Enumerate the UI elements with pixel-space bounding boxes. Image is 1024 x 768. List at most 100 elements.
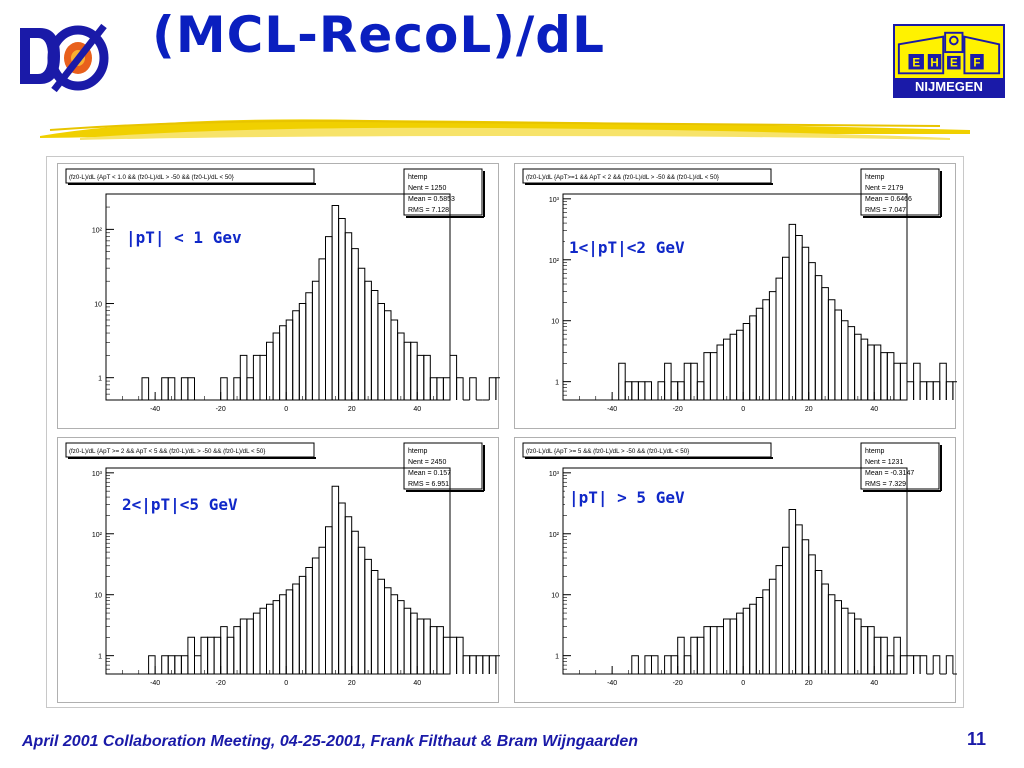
stats-mean: Mean = 0.5853 <box>408 196 455 203</box>
histogram-panel-pt-lt-1: (fz0-L)/dL {ApT < 1.0 && (fz0-L)/dL > -5… <box>57 163 500 429</box>
histogram-bin <box>357 546 366 674</box>
histogram-bin <box>801 246 810 400</box>
histogram-bin <box>370 570 379 674</box>
histogram-bin <box>690 362 698 400</box>
histogram-bin <box>782 256 790 400</box>
histogram-bin <box>880 352 888 400</box>
histogram-bin <box>344 232 353 400</box>
nijmegen-logo: E H E F NIJMEGEN <box>893 24 1005 98</box>
histogram-bin <box>801 539 810 674</box>
plot-frame <box>105 193 451 401</box>
histogram-bin <box>886 352 895 400</box>
y-tick-label: 10³ <box>549 197 560 204</box>
histogram-bin <box>279 594 287 674</box>
histogram-bin <box>899 655 908 674</box>
histogram-bin <box>664 362 672 400</box>
histogram-bin <box>827 594 836 674</box>
histogram-bin <box>677 381 685 400</box>
x-tick-label: 20 <box>805 406 813 413</box>
histogram-bin <box>325 236 333 400</box>
y-tick-label: 10 <box>551 593 559 600</box>
histogram-bin <box>677 636 685 674</box>
histogram-bin <box>416 618 425 674</box>
histogram-bin <box>285 589 294 674</box>
histogram-bin <box>742 607 751 674</box>
pt-range-label-1: |pT| < 1 Gev <box>122 227 246 248</box>
histogram-bin <box>808 262 816 400</box>
histogram-bin <box>631 655 639 674</box>
histogram-bin <box>397 332 405 400</box>
histogram-bin <box>932 655 941 674</box>
histogram-bin <box>174 655 182 674</box>
histogram-panel-pt-gt-5: (fz0-L)/dL {ApT >= 5 && (fz0-L)/dL > -50… <box>514 437 957 703</box>
x-tick-label: -40 <box>607 680 617 687</box>
y-tick-label: 1 <box>555 654 559 661</box>
histogram-bin <box>736 612 744 674</box>
stats-mean: Mean = 0.6466 <box>865 196 912 203</box>
plot-frame <box>562 467 908 675</box>
x-tick-label: -40 <box>607 406 617 413</box>
x-tick-label: 0 <box>741 406 745 413</box>
histogram-bin <box>827 299 836 400</box>
histogram-bin <box>893 362 901 400</box>
histogram-bin <box>469 377 477 400</box>
histogram-bin <box>442 377 451 400</box>
histogram-panel-pt-1-2: (fz0-L)/dL {ApT>=1 && ApT < 2 && (fz0-L)… <box>514 163 957 429</box>
histogram-pt-lt-1: (fz0-L)/dL {ApT < 1.0 && (fz0-L)/dL > -5… <box>65 168 500 413</box>
histogram-bin <box>207 636 215 674</box>
histogram-bin <box>259 354 267 400</box>
histogram-bin <box>318 258 326 400</box>
histogram-bin <box>220 626 228 674</box>
histogram-bin <box>709 352 718 400</box>
histogram-bin <box>709 626 718 674</box>
histogram-bin <box>854 618 862 674</box>
histogram-bin <box>410 612 418 674</box>
histogram-bin <box>449 354 458 400</box>
x-tick-label: -20 <box>216 680 226 687</box>
histogram-bin <box>272 332 281 400</box>
histogram-bin <box>410 341 418 400</box>
histogram-bin <box>860 626 869 674</box>
y-tick-label: 10 <box>551 319 559 326</box>
histogram-bin <box>716 626 724 674</box>
histogram-bin <box>893 636 901 674</box>
histogram-title: (fz0-L)/dL {ApT >= 5 && (fz0-L)/dL > -50… <box>526 448 689 455</box>
histogram-bin <box>423 618 431 674</box>
histogram-bin <box>860 338 869 400</box>
histogram-bin <box>821 287 829 400</box>
histogram-bin <box>690 636 698 674</box>
histogram-bin <box>723 338 731 400</box>
histogram-bin <box>670 381 679 400</box>
histogram-bin <box>462 655 471 674</box>
histogram-bin <box>403 607 412 674</box>
histogram-bin <box>370 290 379 400</box>
stats-rms: RMS = 6.951 <box>408 481 449 488</box>
histogram-bin <box>357 267 366 400</box>
histogram-bin <box>384 587 392 674</box>
stats-name: htemp <box>865 174 885 181</box>
x-tick-label: 0 <box>741 680 745 687</box>
logo-letter-e2: E <box>950 58 958 70</box>
y-tick-label: 1 <box>98 654 102 661</box>
histogram-bin <box>495 655 500 674</box>
ehef-logo-graphic: E H E F <box>897 31 1001 75</box>
stats-name: htemp <box>408 448 428 455</box>
histogram-bin <box>187 636 195 674</box>
histogram-bin <box>847 326 856 400</box>
histogram-bin <box>854 333 862 400</box>
x-tick-label: -20 <box>216 406 226 413</box>
histogram-bin <box>377 578 385 674</box>
x-tick-label: 20 <box>348 680 356 687</box>
histogram-bin <box>213 636 222 674</box>
histogram-bin <box>775 277 783 400</box>
x-tick-label: 0 <box>284 406 288 413</box>
x-tick-label: 40 <box>870 406 878 413</box>
histogram-bin <box>939 362 947 400</box>
histogram-bin <box>180 655 189 674</box>
histogram-bin <box>456 636 464 674</box>
y-tick-label: 1 <box>98 376 102 383</box>
histogram-bin <box>292 583 300 674</box>
x-tick-label: -20 <box>673 680 683 687</box>
histogram-bin <box>821 583 829 674</box>
histogram-bin <box>749 603 757 674</box>
